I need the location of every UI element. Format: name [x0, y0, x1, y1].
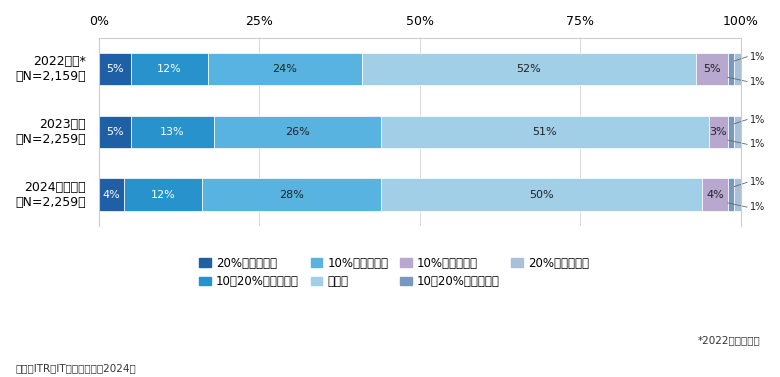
Bar	[362, 53, 696, 86]
Bar	[131, 53, 208, 86]
Text: 4%: 4%	[103, 190, 121, 200]
Text: 26%: 26%	[285, 127, 310, 137]
Text: *2022年調査結果: *2022年調査結果	[698, 335, 760, 345]
Bar	[99, 53, 131, 86]
Bar	[734, 116, 741, 148]
Text: 1%: 1%	[750, 77, 765, 87]
Text: 5%: 5%	[106, 64, 124, 74]
Text: 24%: 24%	[272, 64, 297, 74]
Legend: 20%以上の増加, 10～20%未満の増加, 10%未満の増加, 横ばい, 10%未満の減少, 10～20%未満の減少, 20%以上の減少: 20%以上の増加, 10～20%未満の増加, 10%未満の増加, 横ばい, 10…	[200, 256, 589, 288]
Text: 3%: 3%	[709, 127, 727, 137]
Text: 1%: 1%	[750, 139, 765, 149]
Bar	[696, 53, 728, 86]
Bar	[728, 116, 734, 148]
Text: 1%: 1%	[750, 202, 765, 212]
Bar	[708, 116, 728, 148]
Bar	[131, 116, 215, 148]
Bar	[125, 178, 201, 211]
Bar	[734, 53, 741, 86]
Text: 51%: 51%	[533, 127, 557, 137]
Bar	[702, 178, 728, 211]
Bar	[381, 178, 702, 211]
Text: 1%: 1%	[750, 115, 765, 124]
Text: 12%: 12%	[157, 64, 182, 74]
Bar	[201, 178, 381, 211]
Text: 5%: 5%	[703, 64, 721, 74]
Bar	[99, 178, 125, 211]
Bar	[728, 178, 734, 211]
Text: 52%: 52%	[516, 64, 541, 74]
Bar	[734, 178, 741, 211]
Text: 5%: 5%	[106, 127, 124, 137]
Text: 4%: 4%	[706, 190, 724, 200]
Bar	[728, 53, 734, 86]
Text: 12%: 12%	[151, 190, 176, 200]
Bar	[215, 116, 381, 148]
Text: 1%: 1%	[750, 52, 765, 62]
Bar	[381, 116, 708, 148]
Text: 出典：ITR『IT投賄動向調査2024』: 出典：ITR『IT投賄動向調査2024』	[16, 363, 136, 373]
Text: 28%: 28%	[279, 190, 304, 200]
Bar	[208, 53, 362, 86]
Text: 50%: 50%	[530, 190, 554, 200]
Text: 1%: 1%	[750, 177, 765, 187]
Text: 13%: 13%	[161, 127, 185, 137]
Bar	[99, 116, 131, 148]
